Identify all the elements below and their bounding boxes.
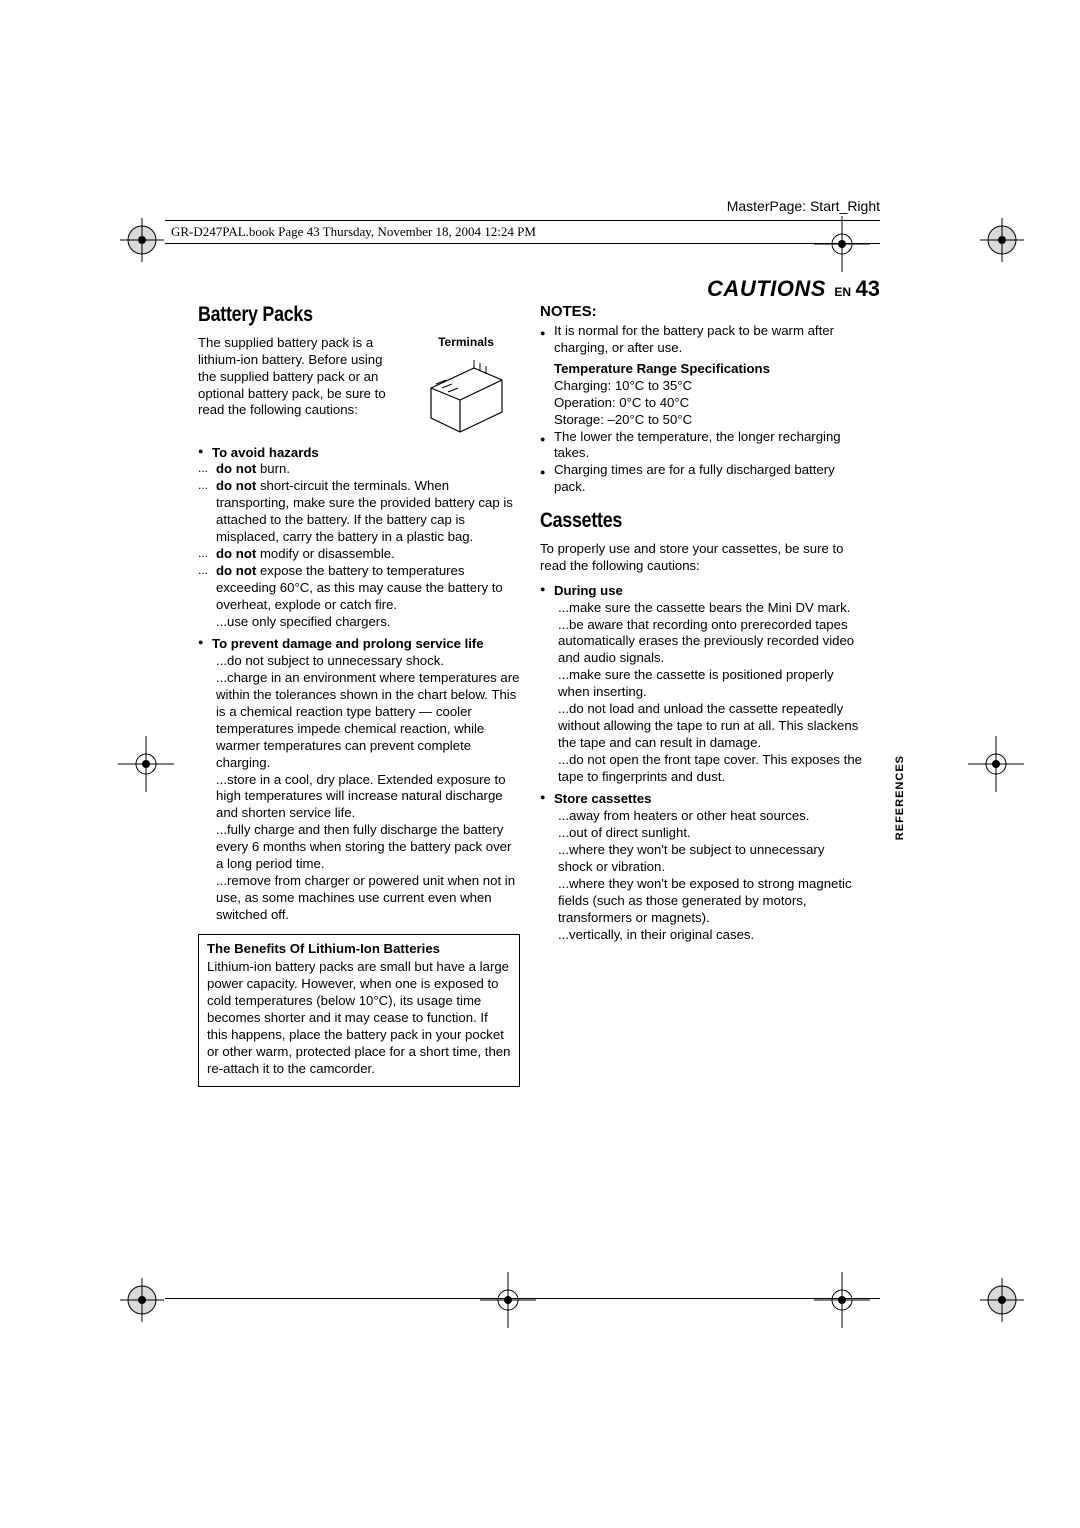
register-mark-icon xyxy=(980,1278,1024,1322)
page-number: 43 xyxy=(856,276,880,301)
list-item: ...where they won't be exposed to strong… xyxy=(558,876,862,927)
cassettes-heading: Cassettes xyxy=(540,508,622,535)
notes-heading: NOTES: xyxy=(540,302,862,321)
list-item: ...be aware that recording onto prerecor… xyxy=(558,617,862,668)
battery-intro: The supplied battery pack is a lithium-i… xyxy=(198,335,404,419)
list-item: ...away from heaters or other heat sourc… xyxy=(558,808,862,825)
section-header: CAUTIONS EN 43 xyxy=(707,276,880,302)
masterpage-label: MasterPage: Start_Right xyxy=(727,198,880,214)
side-tab-references: REFERENCES xyxy=(894,755,906,840)
terminals-figure: Terminals xyxy=(412,335,520,441)
benefits-title: The Benefits Of Lithium-Ion Batteries xyxy=(207,941,511,958)
prevent-damage-head: To prevent damage and prolong service li… xyxy=(212,636,520,653)
list-item: Operation: 0°C to 40°C xyxy=(554,395,862,412)
bookline-bar: GR-D247PAL.book Page 43 Thursday, Novemb… xyxy=(165,220,880,244)
list-item: Charging: 10°C to 35°C xyxy=(554,378,862,395)
avoid-hazards-head: To avoid hazards xyxy=(212,445,520,462)
crop-cross-icon xyxy=(118,736,174,792)
list-item: ...do not open the front tape cover. Thi… xyxy=(558,752,862,786)
register-mark-icon xyxy=(120,1278,164,1322)
content-columns: Battery Packs The supplied battery pack … xyxy=(198,302,862,1087)
battery-icon xyxy=(416,354,516,436)
list-item: ...charge in an environment where temper… xyxy=(216,670,520,771)
crop-cross-icon xyxy=(968,736,1024,792)
manual-page: MasterPage: Start_Right GR-D247PAL.book … xyxy=(0,0,1080,1528)
during-use-head: During use xyxy=(554,583,862,600)
list-item: do not modify or disassemble. xyxy=(216,546,520,563)
store-cassettes-head: Store cassettes xyxy=(554,791,862,808)
list-item: It is normal for the battery pack to be … xyxy=(554,323,862,357)
list-item: ...out of direct sunlight. xyxy=(558,825,862,842)
left-column: Battery Packs The supplied battery pack … xyxy=(198,302,520,1087)
list-item: ...do not subject to unnecessary shock. xyxy=(216,653,520,670)
list-item: ...store in a cool, dry place. Extended … xyxy=(216,772,520,823)
list-item: do not expose the battery to temperature… xyxy=(216,563,520,614)
list-item: ...do not load and unload the cassette r… xyxy=(558,701,862,752)
crop-cross-icon xyxy=(814,1272,870,1328)
list-item: ...where they won't be subject to unnece… xyxy=(558,842,862,876)
list-item: ...vertically, in their original cases. xyxy=(558,927,862,944)
terminals-label: Terminals xyxy=(412,335,520,350)
temp-range-head: Temperature Range Specifications xyxy=(554,361,862,378)
list-item: Charging times are for a fully discharge… xyxy=(554,462,862,496)
list-item: ...make sure the cassette bears the Mini… xyxy=(558,600,862,617)
register-mark-icon xyxy=(980,218,1024,262)
list-item: do not short-circuit the terminals. When… xyxy=(216,478,520,546)
list-item: ...remove from charger or powered unit w… xyxy=(216,873,520,924)
benefits-body: Lithium-ion battery packs are small but … xyxy=(207,959,511,1077)
benefits-box: The Benefits Of Lithium-Ion Batteries Li… xyxy=(198,934,520,1087)
crop-cross-icon xyxy=(480,1272,536,1328)
list-item: ...fully charge and then fully discharge… xyxy=(216,822,520,873)
section-title: CAUTIONS xyxy=(707,276,826,301)
battery-packs-heading: Battery Packs xyxy=(198,302,313,329)
list-item: Storage: –20°C to 50°C xyxy=(554,412,862,429)
list-item: do not burn. xyxy=(216,461,520,478)
list-item: The lower the temperature, the longer re… xyxy=(554,429,862,463)
section-lang: EN xyxy=(834,285,851,299)
cassettes-intro: To properly use and store your cassettes… xyxy=(540,541,862,575)
bookline-text: GR-D247PAL.book Page 43 Thursday, Novemb… xyxy=(165,224,536,240)
list-item: ...use only specified chargers. xyxy=(216,614,520,631)
right-column: NOTES: It is normal for the battery pack… xyxy=(540,302,862,1087)
register-mark-icon xyxy=(120,218,164,262)
list-item: ...make sure the cassette is positioned … xyxy=(558,667,862,701)
